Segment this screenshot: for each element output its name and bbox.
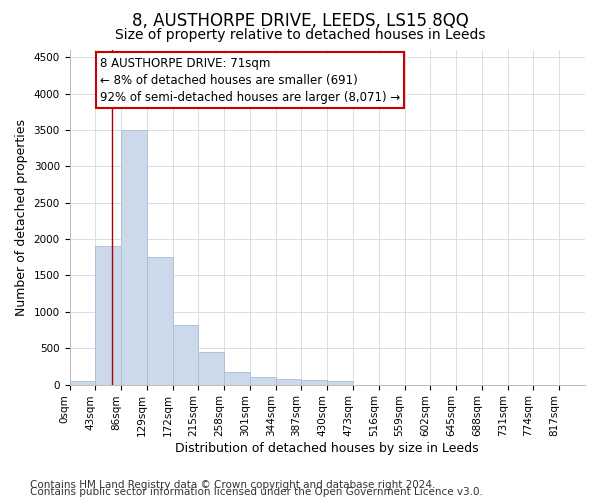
X-axis label: Distribution of detached houses by size in Leeds: Distribution of detached houses by size … [175, 442, 479, 455]
Bar [147, 258, 173, 384]
Bar [301, 380, 327, 384]
Bar [276, 379, 301, 384]
Bar [95, 246, 121, 384]
Text: Contains public sector information licensed under the Open Government Licence v3: Contains public sector information licen… [30, 487, 483, 497]
Text: Contains HM Land Registry data © Crown copyright and database right 2024.: Contains HM Land Registry data © Crown c… [30, 480, 436, 490]
Bar [70, 381, 95, 384]
Bar [121, 130, 147, 384]
Y-axis label: Number of detached properties: Number of detached properties [15, 119, 28, 316]
Text: 8 AUSTHORPE DRIVE: 71sqm
← 8% of detached houses are smaller (691)
92% of semi-d: 8 AUSTHORPE DRIVE: 71sqm ← 8% of detache… [100, 56, 400, 104]
Bar [224, 372, 250, 384]
Bar [199, 352, 224, 384]
Bar [327, 381, 353, 384]
Bar [173, 324, 199, 384]
Text: 8, AUSTHORPE DRIVE, LEEDS, LS15 8QQ: 8, AUSTHORPE DRIVE, LEEDS, LS15 8QQ [131, 12, 469, 30]
Bar [250, 378, 276, 384]
Text: Size of property relative to detached houses in Leeds: Size of property relative to detached ho… [115, 28, 485, 42]
